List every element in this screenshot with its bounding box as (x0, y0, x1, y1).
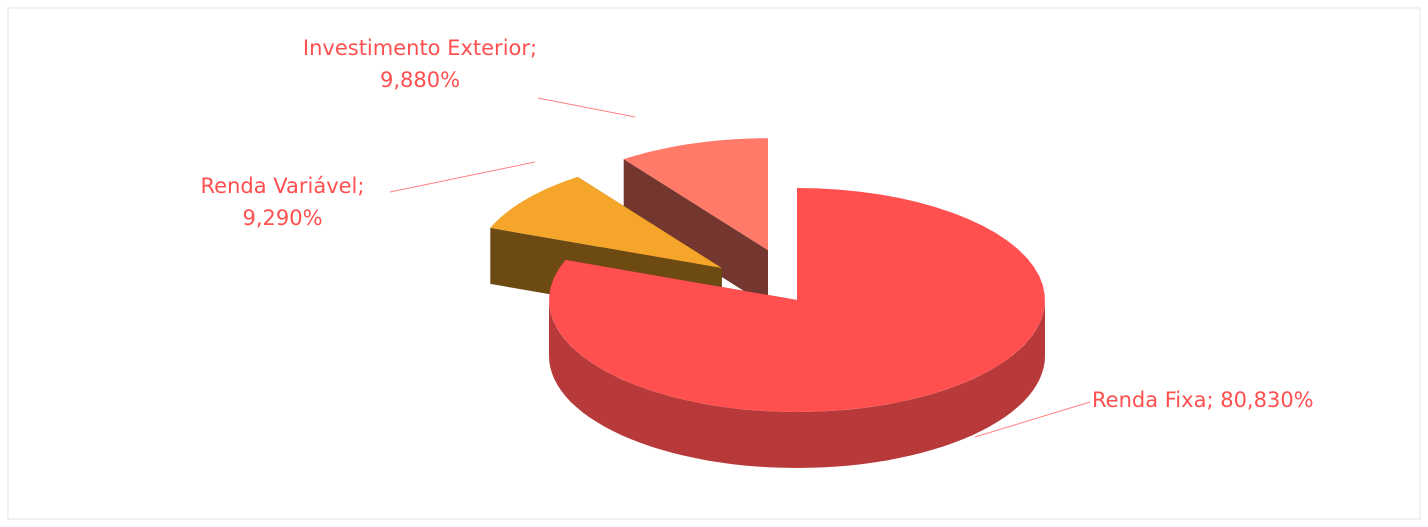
data-label: Renda Fixa; 80,830% (1092, 384, 1392, 416)
leader-line (974, 401, 1091, 438)
separator: ; (1206, 388, 1221, 412)
value-label: 80,830% (1220, 388, 1314, 412)
data-label: Renda Variável; 9,290% (175, 170, 390, 234)
leader-line (389, 161, 536, 193)
slice-wall (549, 300, 1045, 468)
slice-side (623, 159, 768, 307)
category-label: Renda Fixa (1092, 388, 1207, 412)
leader-line (537, 97, 636, 118)
value-label: 9,880% (379, 68, 461, 92)
slice (490, 176, 722, 268)
slice (623, 138, 768, 251)
separator: ; (530, 36, 538, 60)
chart-frame (7, 7, 1421, 520)
separator: ; (357, 174, 365, 198)
data-label: Investimento Exterior; 9,880% (300, 32, 540, 96)
category-label: Investimento Exterior (302, 36, 531, 60)
slice (549, 188, 1045, 412)
value-label: 9,290% (242, 206, 323, 230)
category-label: Renda Variável (200, 174, 358, 198)
